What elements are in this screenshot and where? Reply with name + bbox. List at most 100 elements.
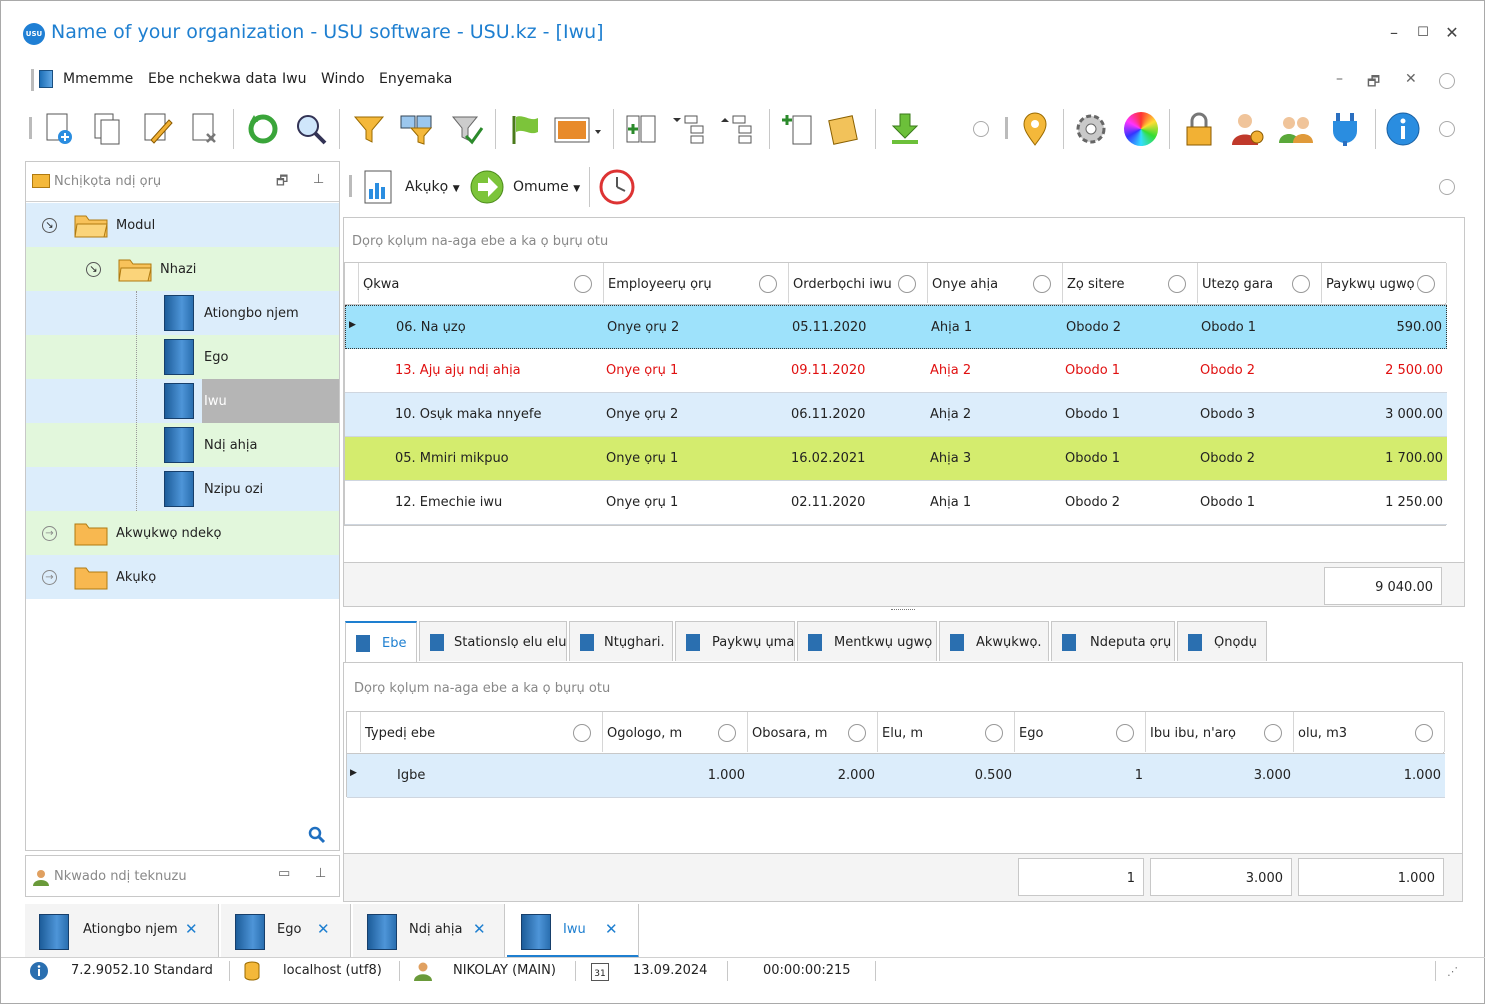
filter-icon[interactable]	[1417, 275, 1435, 293]
tree-node-nzipu-ozi[interactable]: Nzipu ozi	[26, 467, 339, 511]
doc-tab-iwu[interactable]: Iwu ✕	[507, 904, 639, 958]
tree-node-nhazi[interactable]: ↘ Nhazi	[26, 247, 339, 291]
column-header[interactable]: Typedị ebe	[361, 712, 603, 752]
close-tab-icon[interactable]: ✕	[317, 920, 330, 938]
table-row[interactable]: 10. Osụk maka nnyefe Onye ọrụ 2 06.11.20…	[345, 393, 1447, 437]
tab-ndeputa-oru[interactable]: Ndeputa ọrụ	[1051, 621, 1175, 661]
filter-icon[interactable]	[1033, 275, 1051, 293]
table-row[interactable]: 13. Ajụ ajụ ndị ahịa Onye ọrụ 1 09.11.20…	[345, 349, 1447, 393]
column-header[interactable]: Ọkwa	[359, 263, 604, 303]
tab-mentkwu-ugwo[interactable]: Mentkwụ ugwọ	[797, 621, 937, 661]
tab-paykwu-uma[interactable]: Paykwụ ụma	[675, 621, 795, 661]
filter-icon[interactable]	[759, 275, 777, 293]
maximize-button[interactable]: ☐	[1417, 25, 1429, 40]
menu-ebe-nchekwa-data[interactable]: Ebe nchekwa data	[148, 71, 277, 87]
map-pin-icon[interactable]	[1017, 111, 1053, 147]
doc-tab-ationgbo-njem[interactable]: Ationgbo njem ✕	[25, 904, 219, 958]
filter-icon[interactable]	[985, 724, 1003, 742]
close-tab-icon[interactable]: ✕	[473, 920, 486, 938]
edit-record-icon[interactable]	[139, 111, 175, 147]
menu-windo[interactable]: Windo	[321, 71, 365, 87]
user-settings-icon[interactable]	[1229, 111, 1265, 147]
users-group-icon[interactable]	[1277, 111, 1313, 147]
filter-icon[interactable]	[848, 724, 866, 742]
tree-node-akwukwo-ndeko[interactable]: → Akwụkwọ ndekọ	[26, 511, 339, 555]
filter-icon[interactable]	[1292, 275, 1310, 293]
filter-icon[interactable]	[1168, 275, 1186, 293]
notes-icon[interactable]	[827, 111, 863, 147]
filter-field-icon[interactable]	[399, 111, 435, 147]
gear-icon[interactable]	[1073, 111, 1109, 147]
mdi-restore-button[interactable]: 🗗	[1367, 74, 1381, 90]
table-row[interactable]: 12. Emechie iwu Onye ọrụ 1 02.11.2020 Ah…	[345, 481, 1447, 525]
menu-iwu[interactable]: Iwu	[282, 71, 307, 87]
color-wheel-icon[interactable]	[1123, 111, 1159, 147]
doc-tab-ego[interactable]: Ego ✕	[221, 904, 351, 958]
filter-icon[interactable]	[1264, 724, 1282, 742]
search-icon[interactable]	[293, 111, 329, 147]
action-dropdown[interactable]: Omume ▼	[513, 179, 580, 195]
image-dropdown-icon[interactable]	[553, 111, 603, 147]
close-tab-icon[interactable]: ✕	[605, 920, 618, 938]
filter-icon[interactable]	[898, 275, 916, 293]
panel-pin-icon[interactable]: ⊥	[313, 172, 325, 187]
toolbar-expand-icon[interactable]	[1439, 121, 1455, 137]
delete-record-icon[interactable]	[187, 111, 223, 147]
minimize-button[interactable]: –	[1390, 23, 1398, 42]
add-column-icon[interactable]	[779, 111, 815, 147]
refresh-icon[interactable]	[245, 111, 281, 147]
clock-icon[interactable]	[599, 169, 635, 205]
filter-icon[interactable]	[573, 724, 591, 742]
close-tab-icon[interactable]: ✕	[185, 920, 198, 938]
expand-icon[interactable]: →	[42, 570, 57, 585]
expand-icon[interactable]: →	[42, 526, 57, 541]
info-icon[interactable]	[1385, 111, 1421, 147]
tree-node-akuko[interactable]: → Akụkọ	[26, 555, 339, 599]
tree-node-ationgbo-njem[interactable]: Ationgbo njem	[26, 291, 339, 335]
splitter-handle[interactable]	[891, 609, 915, 611]
filter-icon[interactable]	[351, 111, 387, 147]
toolbar-expand-icon[interactable]	[973, 121, 989, 137]
plugin-icon[interactable]	[1327, 111, 1363, 147]
tree-node-modul[interactable]: ↘ Modul	[26, 203, 339, 247]
filter-icon[interactable]	[574, 275, 592, 293]
download-icon[interactable]	[887, 111, 923, 147]
mdi-minimize-button[interactable]: –	[1336, 71, 1343, 87]
filter-icon[interactable]	[718, 724, 736, 742]
tab-ntughari[interactable]: Ntụghari.	[569, 621, 673, 661]
filter-icon[interactable]	[1415, 724, 1433, 742]
column-header[interactable]: Ibu ibu, n'arọ	[1146, 712, 1294, 752]
tree-node-ego[interactable]: Ego	[26, 335, 339, 379]
copy-record-icon[interactable]	[89, 111, 125, 147]
add-record-icon[interactable]	[41, 111, 77, 147]
menu-expand-icon[interactable]	[1439, 73, 1455, 89]
flag-icon[interactable]	[507, 111, 543, 147]
close-button[interactable]: ✕	[1445, 23, 1459, 42]
expand-tree-icon[interactable]	[719, 111, 761, 147]
tab-onodu[interactable]: Ọnọdụ	[1177, 621, 1267, 661]
collapse-icon[interactable]: ↘	[86, 262, 101, 277]
panel-minimize-icon[interactable]: ▭	[278, 866, 291, 881]
filter-apply-icon[interactable]	[449, 111, 485, 147]
action-arrow-icon[interactable]	[469, 169, 505, 205]
panel-pin-icon[interactable]: ⊥	[315, 866, 327, 881]
toolbar-expand-icon[interactable]	[1439, 179, 1455, 195]
tree-node-ndi-ahia[interactable]: Ndị ahịa	[26, 423, 339, 467]
panel-restore-icon[interactable]: 🗗	[276, 174, 289, 189]
tree-node-iwu[interactable]: Iwu	[26, 379, 339, 423]
table-row[interactable]: ▶ 06. Na ụzọ Onye ọrụ 2 05.11.2020 Ahịa …	[345, 305, 1447, 349]
column-header[interactable]: Employeerụ ọrụ	[604, 263, 789, 303]
collapse-tree-icon[interactable]	[671, 111, 713, 147]
collapse-icon[interactable]: ↘	[42, 218, 57, 233]
resize-grip-icon[interactable]: ⋰	[1447, 965, 1458, 978]
table-row[interactable]: ▶ Igbe 1.000 2.000 0.500 1 3.000 1.000	[347, 754, 1445, 798]
report-icon[interactable]	[363, 169, 395, 205]
tab-akwukwo[interactable]: Akwụkwọ.	[939, 621, 1049, 661]
menu-mmemme[interactable]: Mmemme	[63, 71, 134, 87]
column-header[interactable]: Utezọ gara	[1198, 263, 1322, 303]
report-dropdown[interactable]: Akụkọ ▼	[405, 179, 460, 195]
menu-enyemaka[interactable]: Enyemaka	[379, 71, 453, 87]
insert-rows-icon[interactable]	[623, 111, 659, 147]
search-icon[interactable]	[308, 826, 326, 844]
mdi-close-button[interactable]: ✕	[1405, 71, 1417, 87]
